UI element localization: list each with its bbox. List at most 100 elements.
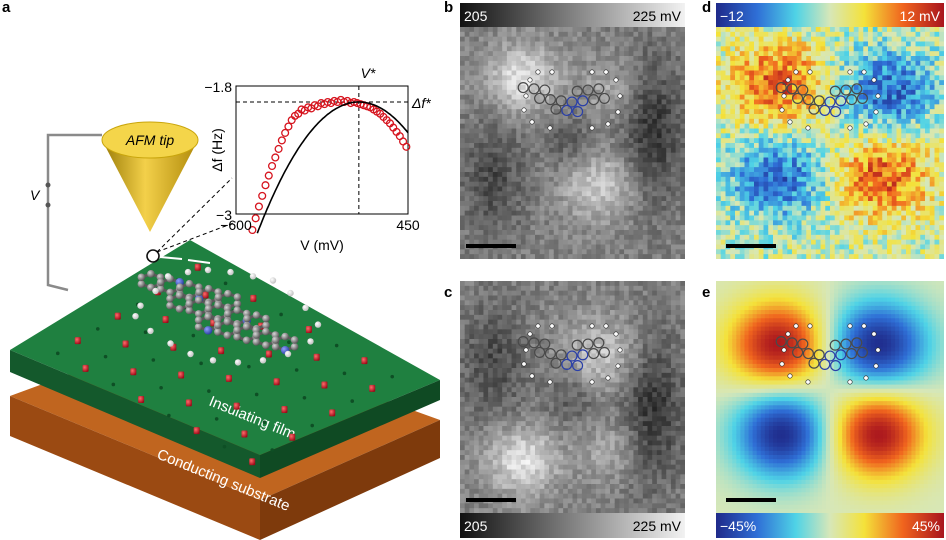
map-pixel (553, 469, 560, 475)
map-pixel (549, 85, 555, 91)
map-pixel (572, 114, 578, 120)
map-pixel (478, 474, 485, 480)
map-pixel (483, 128, 489, 134)
map-pixel (553, 339, 560, 345)
map-pixel (661, 46, 667, 52)
map-pixel (549, 416, 555, 422)
map-pixel (675, 464, 681, 471)
map-pixel (563, 94, 569, 101)
map-pixel (591, 56, 597, 62)
map-pixel (535, 455, 541, 461)
map-pixel (539, 75, 545, 81)
map-pixel (647, 85, 653, 91)
tip-apex-marker (146, 177, 237, 264)
map-pixel (591, 387, 597, 393)
map-pixel (577, 300, 583, 306)
map-pixel (492, 143, 499, 149)
map-pixel (516, 56, 522, 62)
map-pixel (675, 85, 681, 91)
map-pixel (544, 186, 550, 192)
map-pixel (506, 382, 513, 388)
map-pixel (563, 220, 569, 226)
map-pixel (464, 157, 470, 163)
map-pixel (586, 459, 592, 466)
map-pixel (680, 85, 685, 91)
map-pixel (670, 143, 677, 149)
map-pixel (572, 215, 578, 221)
map-pixel (492, 430, 499, 437)
map-pixel (652, 285, 658, 292)
map-pixel (460, 503, 466, 509)
map-pixel (572, 80, 578, 86)
map-pixel (670, 295, 677, 301)
map-pixel (474, 387, 480, 393)
map-pixel (464, 445, 470, 451)
data-point (281, 128, 290, 137)
map-pixel (600, 80, 606, 86)
map-pixel (652, 281, 658, 287)
map-pixel (506, 70, 513, 76)
map-pixel (572, 27, 578, 33)
map-pixel (577, 372, 583, 379)
map-pixel (516, 353, 522, 359)
map-pixel (600, 397, 606, 403)
map-pixel (549, 508, 555, 513)
map-pixel (539, 123, 545, 130)
map-pixel (624, 455, 630, 461)
map-pixel (614, 464, 620, 471)
overlay-ring (588, 348, 600, 360)
map-pixel (586, 75, 592, 81)
map-pixel (572, 426, 578, 432)
map-pixel (595, 244, 602, 250)
map-pixel (567, 281, 574, 287)
map-pixel (647, 41, 653, 47)
map-pixel (520, 508, 527, 513)
map-pixel (619, 464, 625, 471)
map-pixel (638, 372, 644, 379)
map-pixel (549, 329, 555, 335)
map-pixel (464, 435, 470, 442)
hydrogen-atom (307, 338, 314, 345)
map-pixel (661, 295, 667, 301)
map-pixel (614, 27, 620, 33)
map-pixel (549, 498, 555, 504)
map-pixel (530, 464, 536, 471)
salt-ion-cl (361, 357, 368, 365)
map-pixel (516, 498, 522, 504)
map-pixel (572, 138, 578, 144)
map-pixel (666, 387, 672, 393)
map-pixel (553, 334, 560, 340)
map-pixel (670, 89, 677, 96)
map-pixel (474, 392, 480, 398)
map-pixel (511, 455, 517, 461)
map-pixel (619, 65, 625, 72)
overlay-ring (528, 83, 540, 95)
map-pixel (628, 421, 635, 427)
map-pixel (520, 56, 527, 62)
data-point (267, 161, 277, 171)
map-pixel (483, 80, 489, 86)
map-pixel (469, 114, 475, 120)
salt-ion-na (302, 395, 307, 400)
map-pixel (488, 167, 494, 173)
map-pixel (591, 421, 597, 427)
map-pixel (474, 80, 480, 86)
map-pixel (624, 401, 630, 408)
map-pixel (497, 435, 503, 442)
map-pixel (469, 94, 475, 101)
map-pixel (642, 56, 649, 62)
map-pixel (525, 430, 531, 437)
map-pixel (539, 493, 545, 500)
map-pixel (595, 75, 602, 81)
map-pixel (666, 503, 672, 509)
map-pixel (567, 387, 574, 393)
map-pixel (530, 80, 536, 86)
map-pixel (520, 387, 527, 393)
map-pixel (460, 85, 466, 91)
map-pixel (502, 343, 508, 350)
map-pixel (530, 215, 536, 221)
map-pixel (535, 474, 541, 480)
map-pixel (544, 36, 550, 43)
map-pixel (577, 401, 583, 408)
map-pixel (525, 372, 531, 379)
